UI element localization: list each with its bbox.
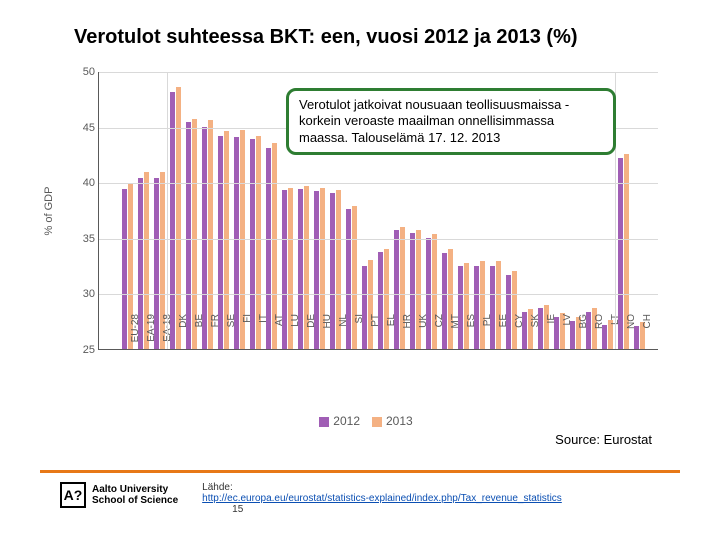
x-tick-label: PT [370, 314, 381, 354]
x-tick-label: SI [354, 314, 365, 354]
x-tick-label: NO [626, 314, 637, 354]
legend-text: 2013 [386, 414, 413, 428]
x-tick-label: LV [562, 314, 573, 354]
y-tick-label: 25 [71, 344, 95, 356]
aalto-logo: A? Aalto University School of Science [60, 482, 178, 508]
x-tick-label: BE [194, 314, 205, 354]
x-tick-label: ES [466, 314, 477, 354]
chart-source: Source: Eurostat [555, 432, 652, 447]
x-tick-label: IT [258, 314, 269, 354]
source-label: Lähde: [202, 482, 233, 493]
gridline [99, 183, 658, 184]
y-axis-title: % of GDP [43, 187, 55, 236]
x-tick-label: CH [642, 314, 653, 354]
callout-box: Verotulot jatkoivat nousuaan teollisuusm… [286, 88, 616, 155]
y-tick-label: 30 [71, 288, 95, 300]
x-tick-label: HU [322, 314, 333, 354]
x-tick-label: UK [418, 314, 429, 354]
gridline [99, 72, 658, 73]
x-tick-label: CZ [434, 314, 445, 354]
bar-2012 [122, 189, 127, 349]
page-title: Verotulot suhteessa BKT: een, vuosi 2012… [74, 26, 578, 49]
footer-source: Lähde: http://ec.europa.eu/eurostat/stat… [202, 482, 562, 515]
x-tick-label: AT [274, 314, 285, 354]
y-tick-label: 50 [71, 66, 95, 78]
logo-line1: Aalto University [92, 484, 178, 495]
x-tick-label: CY [514, 314, 525, 354]
x-tick-label: NL [338, 314, 349, 354]
y-tick-label: 45 [71, 122, 95, 134]
x-tick-label: IE [546, 314, 557, 354]
x-tick-label: RO [594, 314, 605, 354]
logo-line2: School of Science [92, 495, 178, 506]
logo-text: Aalto University School of Science [92, 484, 178, 506]
x-tick-label: BG [578, 314, 589, 354]
group-divider [167, 72, 168, 349]
x-tick-label: EU-28 [130, 314, 141, 354]
source-link[interactable]: http://ec.europa.eu/eurostat/statistics-… [202, 493, 562, 504]
gridline [99, 294, 658, 295]
y-tick-label: 35 [71, 233, 95, 245]
logo-mark: A? [60, 482, 86, 508]
x-tick-label: EE [498, 314, 509, 354]
x-tick-label: DK [178, 314, 189, 354]
chart-legend: 2012 2013 [60, 414, 660, 428]
bar-2012 [170, 92, 175, 349]
x-tick-label: PL [482, 314, 493, 354]
x-tick-label: SK [530, 314, 541, 354]
x-tick-label: EL [386, 314, 397, 354]
legend-swatch [319, 417, 329, 427]
x-tick-label: LU [290, 314, 301, 354]
gridline [99, 239, 658, 240]
x-tick-label: FI [242, 314, 253, 354]
y-tick-label: 40 [71, 177, 95, 189]
bar-2013 [176, 87, 181, 349]
legend-swatch [372, 417, 382, 427]
x-tick-label: EA-19 [146, 314, 157, 354]
legend-text: 2012 [333, 414, 360, 428]
x-tick-label: FR [210, 314, 221, 354]
divider-line [40, 470, 680, 473]
x-tick-label: HR [402, 314, 413, 354]
x-tick-label: MT [450, 314, 461, 354]
x-tick-label: DE [306, 314, 317, 354]
x-tick-label: SE [226, 314, 237, 354]
page-number: 15 [232, 504, 562, 515]
footer: A? Aalto University School of Science Lä… [60, 482, 680, 515]
